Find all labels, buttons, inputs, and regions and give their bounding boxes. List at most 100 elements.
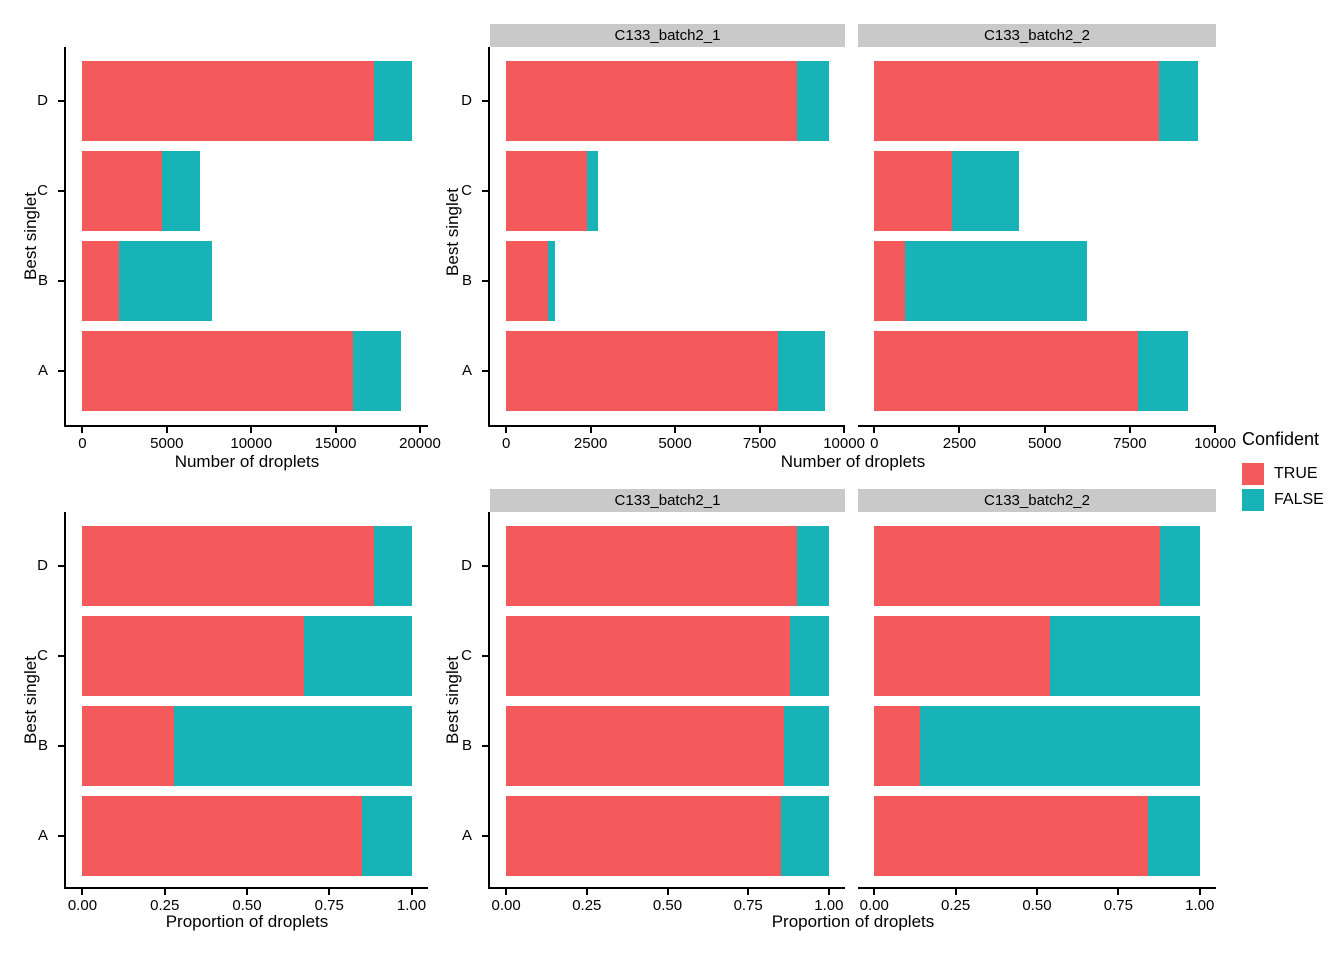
- x-axis-line: [64, 887, 428, 889]
- x-tick-mark: [843, 427, 846, 433]
- x-tick-label: 10000: [230, 435, 273, 452]
- legend-entry-true: TRUE: [1240, 463, 1344, 485]
- x-tick-mark: [505, 889, 508, 895]
- facet-strip: C133_batch2_2: [858, 24, 1216, 47]
- facet-strip: C133_batch2_1: [490, 24, 845, 47]
- y-tick-mark: [58, 280, 64, 282]
- x-tick-mark: [410, 889, 413, 895]
- legend-label: FALSE: [1274, 491, 1324, 508]
- y-tick-label: D: [461, 92, 472, 109]
- x-tick-label: 20000: [399, 435, 441, 452]
- x-tick-label: 0: [501, 435, 511, 452]
- bar-segment-false: [173, 706, 412, 786]
- bar-segment-false: [1148, 796, 1200, 876]
- bar-segment-false: [920, 706, 1200, 786]
- x-tick-mark: [163, 889, 166, 895]
- y-tick-mark: [482, 190, 488, 192]
- legend-swatch-false: [1242, 489, 1264, 511]
- bar-segment-false: [784, 706, 829, 786]
- facet-strip-label: C133_batch2_2: [984, 27, 1090, 44]
- bar-segment-false: [796, 61, 829, 141]
- bar-segment-true: [874, 616, 1051, 696]
- x-axis-title: Proportion of droplets: [165, 912, 329, 931]
- facet-strip-label: C133_batch2_1: [614, 27, 721, 44]
- bar-segment-true: [506, 796, 782, 876]
- bar-segment-false: [1138, 331, 1188, 411]
- y-axis-line: [488, 512, 490, 887]
- x-tick-label: 10000: [823, 435, 865, 452]
- x-tick-label: 5000: [658, 435, 692, 452]
- x-tick-label: 7500: [742, 435, 777, 452]
- bar-segment-false: [353, 331, 401, 411]
- bar-segment-true: [506, 706, 785, 786]
- bar-segment-false: [1158, 61, 1199, 141]
- x-tick-label: 0.00: [491, 897, 521, 914]
- x-tick-label: 2500: [573, 435, 608, 452]
- x-tick-mark: [674, 427, 677, 433]
- x-tick-label: 0: [78, 435, 87, 452]
- x-axis-line: [858, 887, 1216, 889]
- x-axis-title: Number of droplets: [174, 452, 320, 471]
- x-tick-mark: [1198, 889, 1201, 895]
- bar-segment-true: [506, 526, 797, 606]
- bar-segment-false: [796, 526, 829, 606]
- x-tick-mark: [505, 427, 508, 433]
- y-tick-mark: [482, 835, 488, 837]
- y-tick-label: A: [461, 362, 472, 379]
- bar-segment-false: [789, 616, 829, 696]
- x-tick-label: 1.00: [396, 897, 427, 914]
- y-tick-mark: [58, 370, 64, 372]
- x-tick-label: 0.75: [314, 897, 344, 914]
- y-tick-label: C: [461, 647, 472, 664]
- bar-segment-true: [82, 241, 119, 321]
- bar-segment-true: [506, 241, 549, 321]
- legend-label: TRUE: [1274, 465, 1318, 482]
- y-tick-label: B: [37, 737, 48, 754]
- y-tick-label: D: [37, 557, 48, 574]
- x-tick-label: 7500: [1113, 435, 1147, 452]
- y-tick-mark: [58, 655, 64, 657]
- bar-segment-true: [82, 61, 375, 141]
- bar-segment-true: [506, 61, 797, 141]
- bar-segment-false: [904, 241, 1088, 321]
- x-tick-mark: [246, 889, 248, 895]
- bar-segment-false: [952, 151, 1019, 231]
- y-tick-mark: [58, 190, 64, 192]
- bar-segment-true: [506, 331, 779, 411]
- x-tick-mark: [165, 427, 168, 433]
- bar-segment-true: [506, 616, 790, 696]
- y-tick-label: A: [461, 827, 472, 844]
- x-tick-label: 0.25: [941, 897, 971, 914]
- x-tick-mark: [1128, 427, 1131, 433]
- y-tick-label: C: [37, 647, 48, 664]
- bar-segment-false: [161, 151, 201, 231]
- x-axis-line: [488, 887, 845, 889]
- x-axis-line: [488, 425, 845, 427]
- x-tick-mark: [954, 889, 957, 895]
- facet-strip: C133_batch2_1: [490, 489, 845, 512]
- y-tick-label: A: [37, 827, 48, 844]
- bar-segment-false: [361, 796, 412, 876]
- x-tick-mark: [873, 427, 876, 433]
- bar-segment-false: [373, 526, 412, 606]
- x-axis-title: Proportion of droplets: [771, 912, 935, 931]
- bar-segment-true: [874, 796, 1149, 876]
- bar-segment-true: [874, 706, 921, 786]
- x-tick-label: 0.00: [67, 897, 98, 914]
- legend-title: Confident: [1242, 429, 1320, 449]
- x-tick-mark: [418, 427, 421, 433]
- x-tick-mark: [585, 889, 588, 895]
- y-axis-line: [64, 47, 66, 425]
- bar-segment-false: [118, 241, 213, 321]
- x-tick-mark: [1117, 889, 1120, 895]
- bar-segment-true: [874, 241, 905, 321]
- x-tick-label: 0: [870, 435, 879, 452]
- x-tick-mark: [873, 889, 876, 895]
- y-tick-mark: [482, 100, 488, 102]
- x-tick-label: 2500: [942, 435, 977, 452]
- bar-segment-true: [82, 331, 354, 411]
- legend: Confident TRUE FALSE: [1240, 429, 1344, 515]
- y-tick-label: C: [461, 182, 472, 199]
- y-tick-mark: [482, 745, 488, 747]
